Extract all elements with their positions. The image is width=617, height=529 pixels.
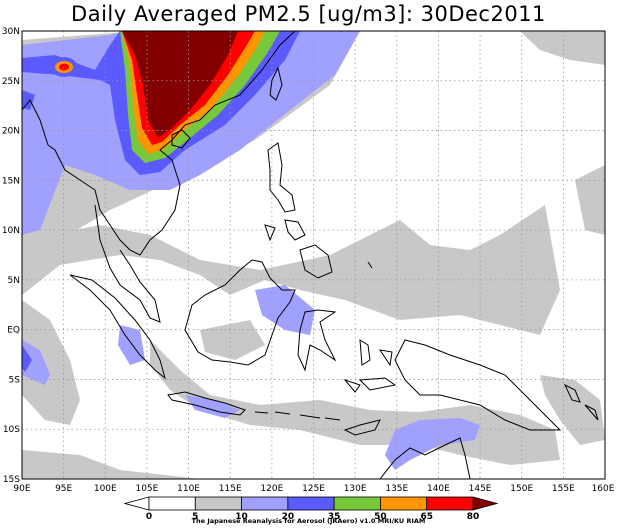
pm-blue-west [22,345,32,372]
map-frame [21,30,606,480]
coast-seram [358,377,397,391]
lat-tick-label: 5S [9,375,21,385]
coast-visayas [264,219,306,242]
pm-darkred [122,31,238,138]
coast-java [167,391,246,416]
colorbar-label: 50 [374,512,387,522]
colorbar-box [241,496,289,511]
colorbar-box [333,496,381,511]
pm-gray-east [540,375,605,445]
colorbar-low-arrow [123,496,150,511]
colorbar-label: 35 [328,512,341,522]
lat-tick-label: 25N [2,77,20,87]
colorbar-label: 65 [420,512,433,522]
concentration-field [22,31,605,479]
lat-tick-label: 5N [8,276,20,286]
coast-lesser-sunda [254,411,341,421]
lon-tick-label: 135E [385,484,408,494]
pm-gray-pacific [575,165,605,235]
colorbar-box [287,496,335,511]
credit-line: The Japanese Reanalysis for Aerosol (JRA… [191,517,426,525]
colorbar-high-arrow [472,496,499,511]
pm-gray-center [200,320,265,360]
lon-tick-label: 125E [302,484,325,494]
coast-borneo [184,259,296,366]
lat-tick-label: 15N [2,176,20,186]
colorbar-box [426,496,474,511]
lon-tick-label: 155E [552,484,575,494]
lon-tick-label: 145E [469,484,492,494]
coast-mainland-asia [22,31,296,256]
coast-mindanao [299,244,333,279]
pm-blue-bay [22,90,35,110]
lon-tick-label: 95E [55,484,72,494]
colorbar-box [194,496,242,511]
coast-hainan [171,129,191,149]
coast-timor [343,419,381,436]
pm-gray-north [520,31,605,65]
colorbar-box [148,496,196,511]
colorbar-label: 80 [467,512,480,522]
coast-sulawesi [297,309,337,372]
lat-tick-label: 30N [2,27,20,37]
pm-lightblue-borneo [255,285,315,335]
lat-tick-label: EQ [7,326,20,336]
coastlines [22,31,599,479]
lon-tick-label: 115E [219,484,242,494]
coast-bougainville [563,383,599,421]
latitude-labels: 30N 25N 20N 15N 10N 5N EQ 5S 10S 15S [2,27,20,485]
lat-tick-label: 15S [3,475,20,485]
pm-lightblue-west [22,340,50,385]
lat-tick-label: 10N [2,226,20,236]
lon-tick-label: 120E [260,484,283,494]
pm-lightblue-java [185,395,240,418]
map-title: Daily Averaged PM2.5 [ug/m3]: 30Dec2011 [71,2,546,26]
lon-tick-label: 140E [427,484,450,494]
lon-tick-label: 90E [13,484,30,494]
lat-tick-label: 20N [2,127,20,137]
coast-taiwan [269,66,283,101]
colorbar-label: 0 [146,512,152,522]
coast-maluku [343,339,393,393]
lon-tick-label: 150E [510,484,533,494]
colorbar-label: 5 [192,512,198,522]
coast-luzon [267,142,296,213]
pm-gray-southwest [22,450,200,479]
lat-tick-label: 10S [3,425,20,435]
lon-tick-label: 100E [94,484,117,494]
coast-sumatra [69,274,166,380]
longitude-labels: 90E 95E 100E 105E 110E 115E 120E 125E 130E 135E 14… [13,484,614,494]
colorbar-label: 20 [282,512,295,522]
lon-tick-label: 110E [177,484,200,494]
lon-tick-label: 160E [592,484,615,494]
colorbar-label: 10 [235,512,248,522]
colorbar: 0 5 10 20 35 50 65 80 [123,496,499,522]
pm-gray-west [22,300,80,425]
lon-tick-label: 105E [135,484,158,494]
colorbar-box [380,496,428,511]
coast-malay-peninsula [94,204,161,323]
coast-new-guinea [394,339,562,431]
coast-palau [367,261,373,269]
pm-gray-band [22,205,560,335]
lon-tick-label: 130E [344,484,367,494]
pm-lightblue-timor [385,418,480,470]
coast-australia [379,437,471,479]
